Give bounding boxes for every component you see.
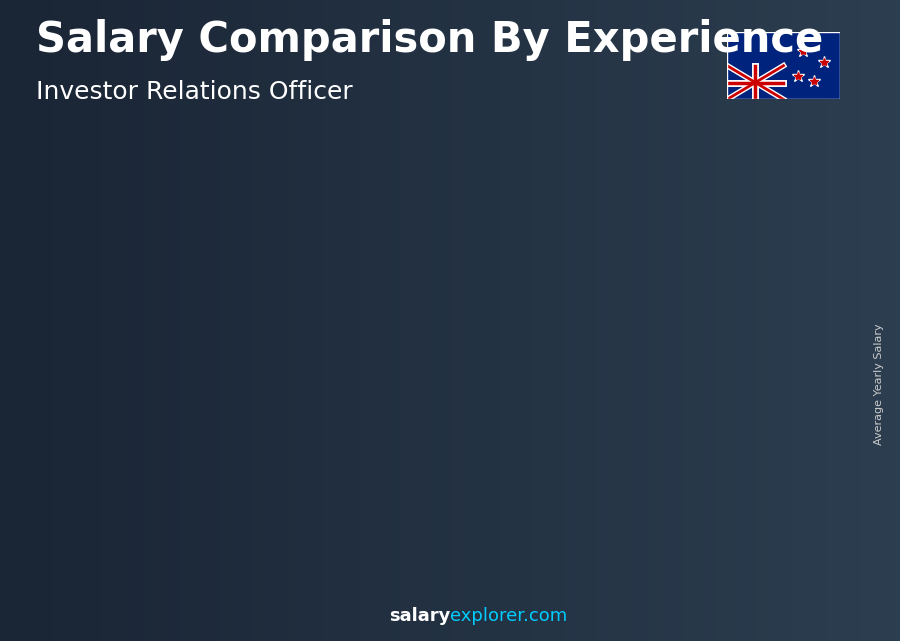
Text: Salary Comparison By Experience: Salary Comparison By Experience	[36, 19, 824, 62]
Bar	[773, 294, 779, 577]
Bar	[517, 328, 523, 577]
Bar	[131, 463, 138, 577]
Bar	[389, 376, 395, 577]
Text: +29%: +29%	[118, 377, 198, 401]
Text: 140,000 NZD: 140,000 NZD	[722, 271, 833, 288]
Text: +24%: +24%	[374, 263, 455, 287]
Text: salary: salary	[389, 607, 450, 625]
Bar	[330, 376, 397, 577]
Bar	[260, 431, 266, 577]
Bar	[645, 310, 652, 577]
Text: +38%: +38%	[246, 318, 327, 342]
Text: 71,900 NZD: 71,900 NZD	[208, 408, 309, 426]
Bar	[715, 294, 782, 577]
Bar	[458, 328, 525, 577]
Text: Investor Relations Officer: Investor Relations Officer	[36, 80, 353, 104]
Text: 123,000 NZD: 123,000 NZD	[465, 305, 576, 323]
Bar	[73, 463, 140, 577]
Text: +7%: +7%	[511, 241, 574, 265]
Text: Average Yearly Salary: Average Yearly Salary	[874, 324, 885, 445]
Text: +7%: +7%	[640, 219, 703, 243]
Text: explorer.com: explorer.com	[450, 607, 567, 625]
Text: 55,900 NZD: 55,900 NZD	[80, 440, 180, 459]
Text: 132,000 NZD: 132,000 NZD	[593, 287, 704, 304]
Text: 99,200 NZD: 99,200 NZD	[337, 353, 436, 371]
Bar	[587, 310, 653, 577]
Bar	[202, 431, 268, 577]
